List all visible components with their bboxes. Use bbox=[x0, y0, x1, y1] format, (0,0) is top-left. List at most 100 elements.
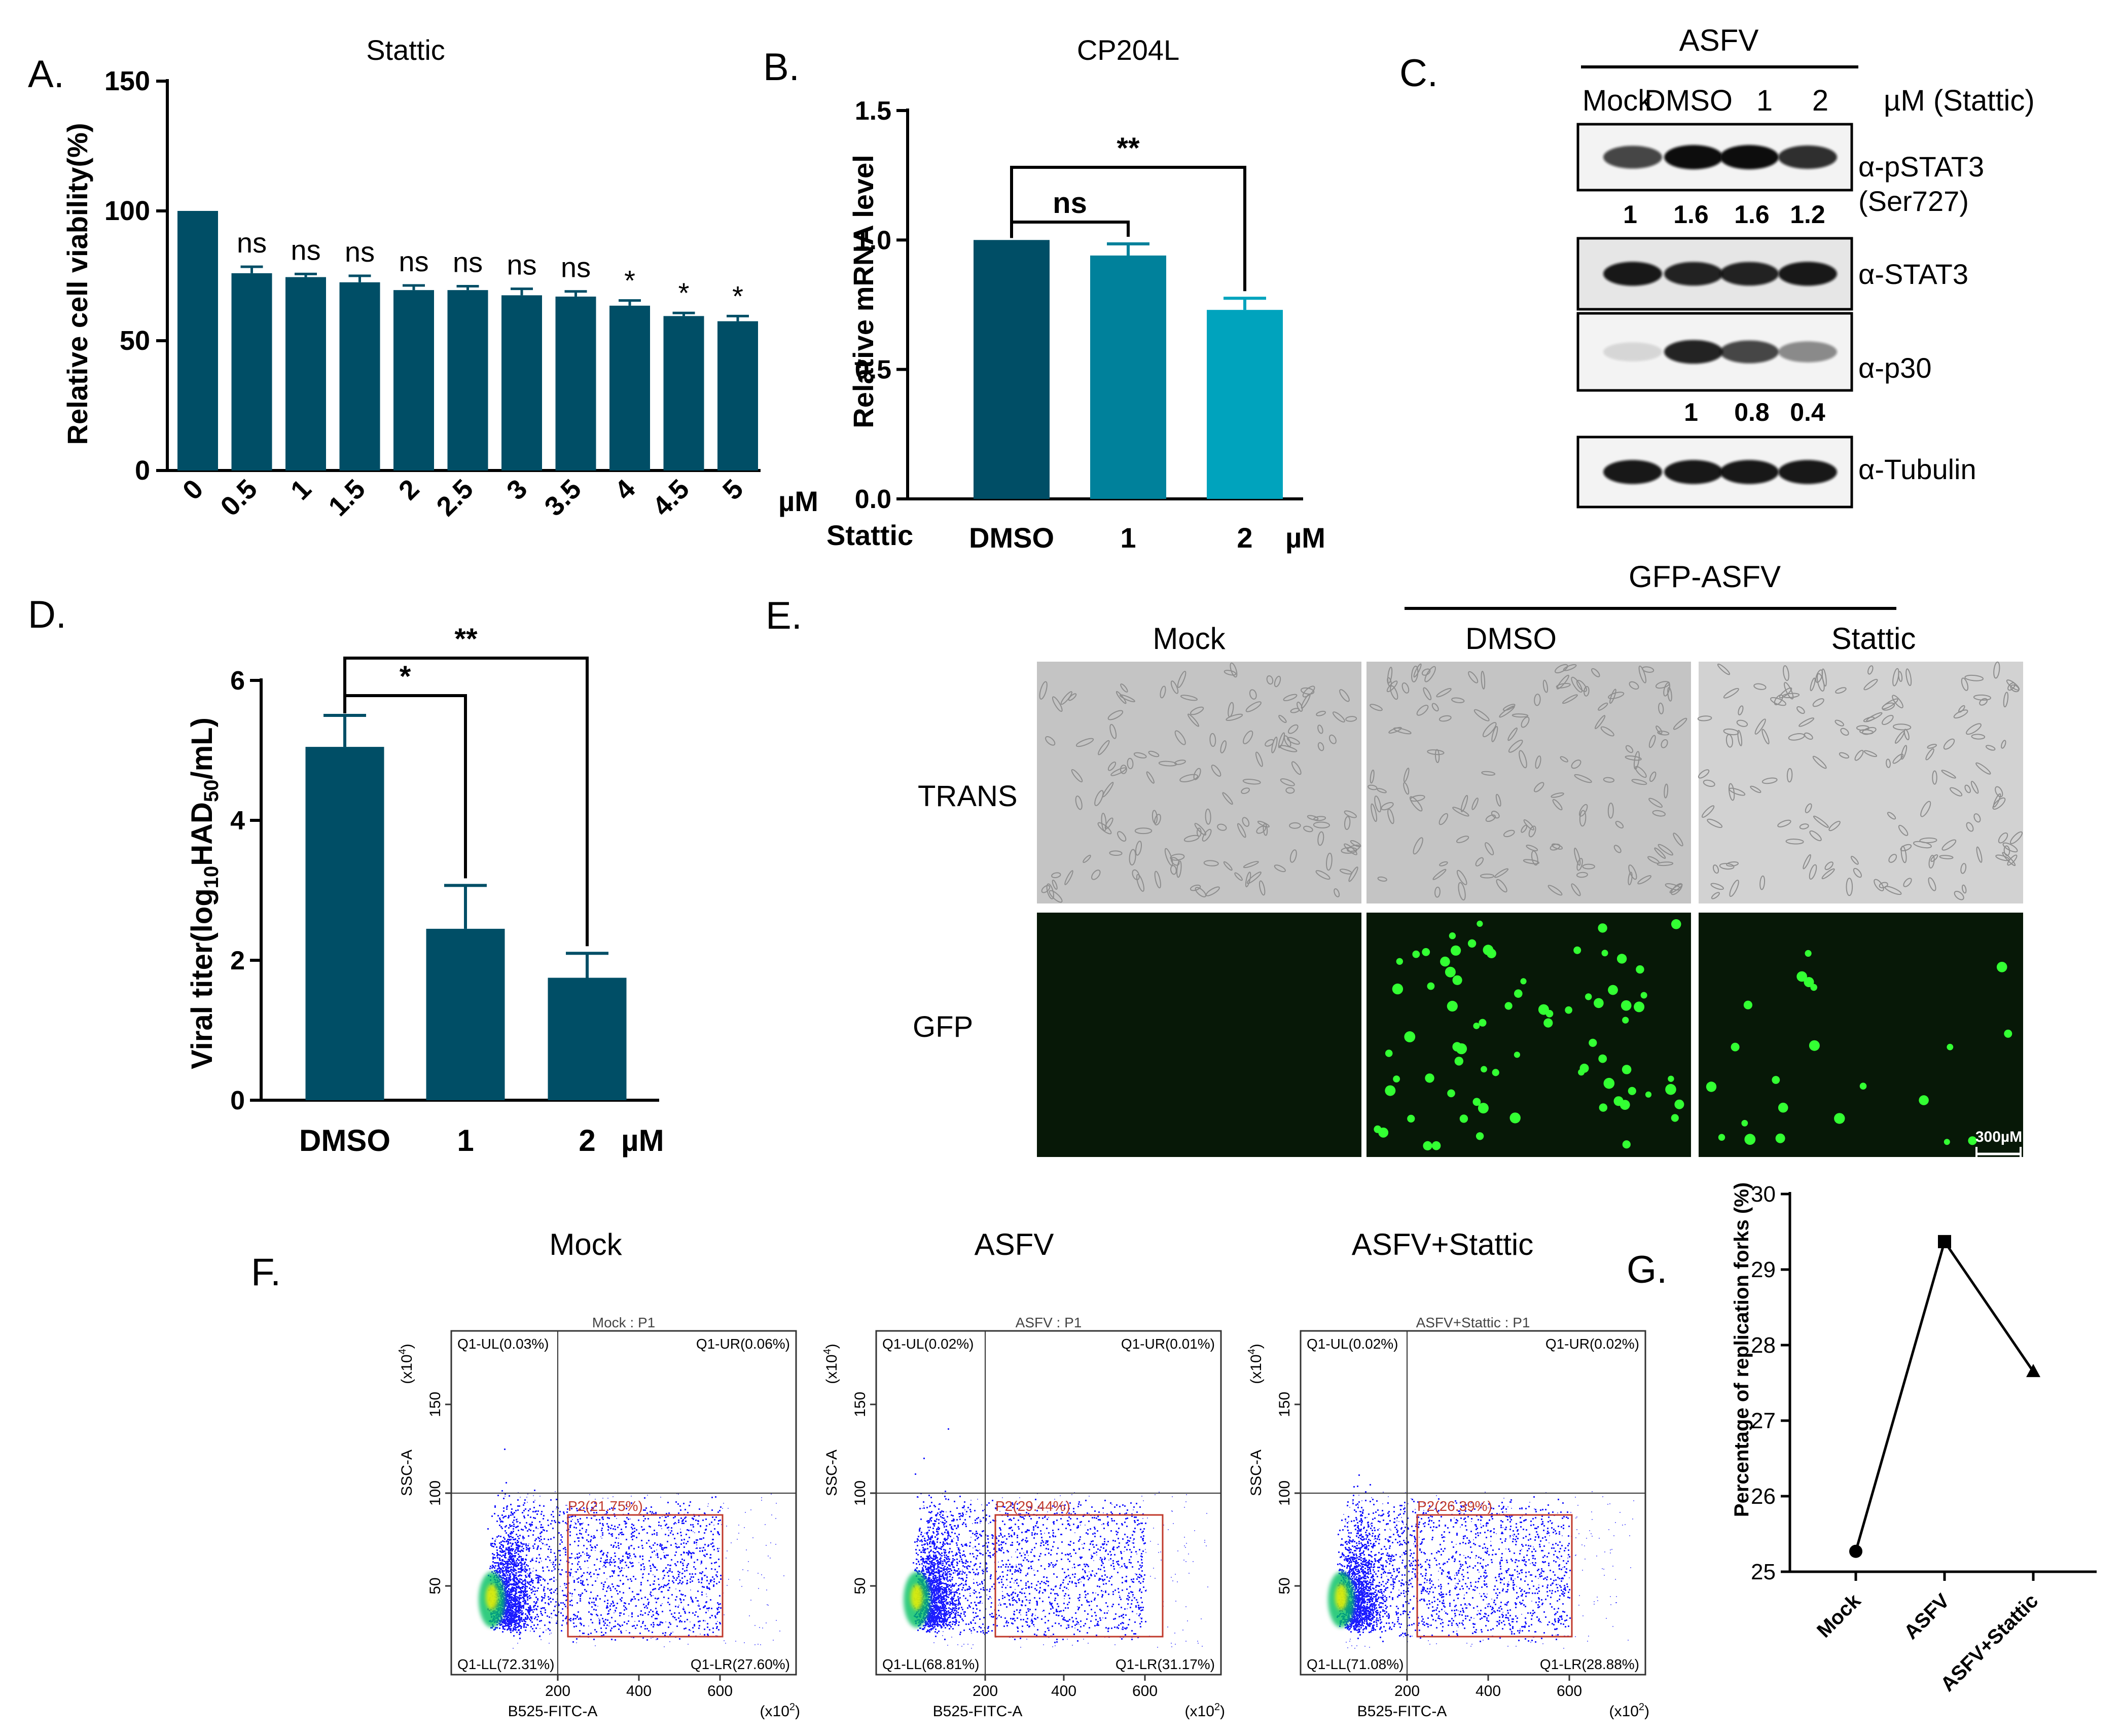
panel-f-event bbox=[506, 1586, 508, 1587]
panel-f-event bbox=[708, 1610, 709, 1611]
panel-f-event bbox=[494, 1567, 495, 1569]
panel-f-event bbox=[597, 1615, 598, 1616]
panel-f-event bbox=[522, 1580, 524, 1582]
panel-e-trans-cell bbox=[1482, 722, 1497, 737]
panel-e-trans-cell bbox=[1241, 787, 1250, 794]
panel-f-event bbox=[625, 1562, 626, 1563]
panel-f-event bbox=[510, 1604, 512, 1606]
panel-f-event bbox=[687, 1512, 689, 1513]
panel-f-event bbox=[630, 1578, 631, 1580]
panel-f-event bbox=[559, 1573, 561, 1575]
panel-f-event bbox=[638, 1562, 639, 1563]
panel-e-trans-cell bbox=[1283, 694, 1298, 701]
panel-f-event bbox=[761, 1574, 762, 1575]
panel-f-event bbox=[513, 1583, 515, 1584]
panel-f-event bbox=[513, 1629, 514, 1631]
panel-f-event bbox=[514, 1563, 516, 1564]
panel-f-event bbox=[922, 1573, 923, 1574]
panel-e-gfp-cell bbox=[1743, 1000, 1752, 1009]
panel-f-event bbox=[505, 1563, 507, 1564]
panel-f-event bbox=[724, 1640, 725, 1641]
panel-f-event bbox=[601, 1632, 602, 1633]
panel-f-event bbox=[713, 1585, 714, 1587]
panel-e-trans-cell bbox=[1958, 705, 1965, 713]
panel-e-trans-cell bbox=[1701, 805, 1715, 818]
panel-f-event bbox=[606, 1578, 607, 1579]
panel-e-gfp-cell bbox=[1636, 965, 1644, 974]
panel-e-trans-cell bbox=[1809, 864, 1817, 880]
panel-f-event bbox=[929, 1577, 930, 1579]
panel-f-event bbox=[644, 1628, 646, 1630]
panel-e-trans-cell bbox=[1551, 792, 1564, 798]
panel-f-event bbox=[698, 1604, 699, 1605]
panel-f-event bbox=[642, 1563, 644, 1565]
panel-f-xmult-base: (x10 bbox=[760, 1703, 789, 1720]
panel-f-event bbox=[607, 1613, 608, 1615]
panel-f-event bbox=[507, 1590, 509, 1592]
panel-f-event bbox=[717, 1621, 718, 1622]
panel-e-trans-cell bbox=[1303, 825, 1313, 833]
panel-f-event bbox=[620, 1599, 621, 1600]
panel-f-event bbox=[596, 1530, 598, 1531]
panel-e-trans-cell bbox=[1387, 666, 1393, 684]
panel-f-event bbox=[658, 1525, 660, 1526]
panel-f-event bbox=[648, 1573, 650, 1575]
panel-f-event bbox=[508, 1612, 509, 1613]
panel-f-event bbox=[543, 1590, 545, 1592]
panel-f-event bbox=[609, 1609, 611, 1610]
panel-f-event bbox=[649, 1611, 650, 1613]
panel-f-event bbox=[582, 1582, 583, 1584]
panel-f-event bbox=[500, 1577, 502, 1578]
panel-f-event bbox=[512, 1555, 514, 1557]
panel-f-event bbox=[640, 1569, 642, 1570]
panel-f-event bbox=[677, 1533, 678, 1534]
panel-e-trans-cell bbox=[2003, 692, 2009, 708]
panel-f-event bbox=[720, 1607, 722, 1609]
panel-f-event bbox=[535, 1510, 537, 1512]
panel-f-event bbox=[515, 1555, 516, 1557]
panel-f-event bbox=[497, 1553, 498, 1555]
panel-f-event bbox=[758, 1644, 759, 1645]
panel-f-event bbox=[746, 1549, 747, 1550]
panel-f-event bbox=[528, 1608, 530, 1609]
panel-f-event bbox=[528, 1613, 530, 1614]
panel-f-event bbox=[590, 1539, 592, 1541]
panel-f-event bbox=[501, 1551, 502, 1553]
panel-f-event bbox=[548, 1604, 550, 1605]
panel-e-trans-cell bbox=[1799, 823, 1809, 829]
panel-f-event bbox=[505, 1530, 506, 1532]
panel-f-event bbox=[682, 1519, 684, 1521]
panel-e-trans-cell bbox=[1905, 668, 1912, 686]
panel-f-event bbox=[660, 1545, 662, 1547]
panel-e-trans-cell bbox=[1177, 671, 1186, 688]
panel-f-event bbox=[752, 1537, 753, 1538]
panel-f-event bbox=[739, 1579, 740, 1580]
panel-f-event bbox=[506, 1605, 507, 1607]
panel-f-event bbox=[590, 1592, 592, 1593]
panel-e-trans-cell bbox=[1083, 854, 1091, 863]
panel-f-event bbox=[507, 1601, 509, 1603]
panel-f-event bbox=[576, 1638, 578, 1640]
panel-f-event bbox=[492, 1565, 493, 1566]
panel-f-event bbox=[513, 1620, 515, 1621]
panel-f-event bbox=[685, 1612, 686, 1614]
panel-f-event bbox=[697, 1523, 699, 1525]
panel-e-gfp-cell bbox=[1473, 1023, 1480, 1029]
panel-f-event bbox=[704, 1549, 706, 1551]
panel-e-trans-cell bbox=[1120, 765, 1127, 774]
panel-f-event bbox=[646, 1532, 648, 1534]
panel-f-event bbox=[928, 1537, 929, 1538]
panel-f-event bbox=[559, 1554, 561, 1556]
panel-f-event bbox=[705, 1612, 707, 1613]
panel-e-trans-cell bbox=[1051, 872, 1061, 879]
panel-f-event bbox=[502, 1563, 504, 1565]
panel-f-event bbox=[537, 1580, 539, 1582]
panel-d-xtick-label: 2 bbox=[579, 1124, 595, 1158]
panel-e-trans-cell bbox=[1638, 665, 1647, 683]
panel-e-trans-cell bbox=[1117, 831, 1127, 842]
panel-f-event bbox=[521, 1617, 522, 1618]
panel-f-event bbox=[510, 1504, 512, 1505]
panel-f-event bbox=[496, 1627, 498, 1629]
panel-f-event bbox=[531, 1621, 533, 1623]
panel-f-event bbox=[505, 1592, 506, 1594]
